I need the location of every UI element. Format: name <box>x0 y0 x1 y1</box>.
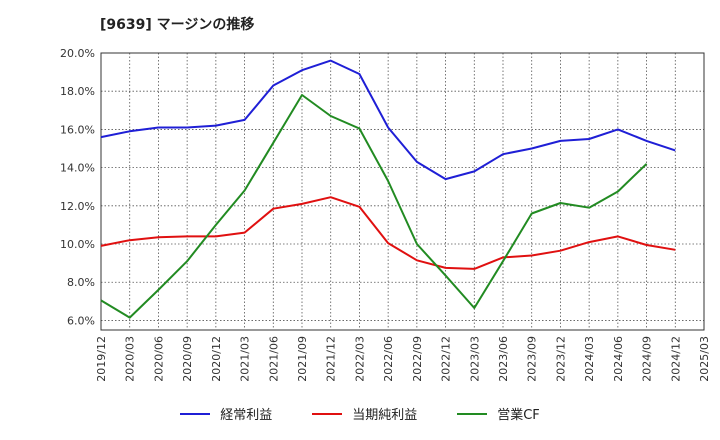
x-tick-label: 2024/09 <box>641 336 654 382</box>
x-tick-label: 2020/09 <box>181 336 194 382</box>
x-tick-label: 2024/06 <box>612 336 625 382</box>
x-tick-label: 2021/12 <box>325 336 338 382</box>
legend-swatch <box>457 412 488 415</box>
plot-frame <box>100 52 705 331</box>
y-tick-label: 20.0% <box>60 47 95 60</box>
y-tick-label: 12.0% <box>60 200 95 213</box>
y-tick-label: 6.0% <box>67 314 95 327</box>
y-tick-label: 8.0% <box>67 276 95 289</box>
legend-item: 経常利益 <box>180 404 272 423</box>
x-tick-label: 2020/03 <box>124 336 137 382</box>
y-tick-label: 14.0% <box>60 162 95 175</box>
legend-item: 営業CF <box>457 404 540 423</box>
x-tick-label: 2022/03 <box>353 336 366 382</box>
x-tick-label: 2021/06 <box>267 336 280 382</box>
x-tick-label: 2022/06 <box>382 336 395 382</box>
x-tick-label: 2025/03 <box>698 336 711 382</box>
x-tick-label: 2020/12 <box>210 336 223 382</box>
legend-swatch <box>312 412 343 415</box>
x-tick-label: 2020/06 <box>152 336 165 382</box>
series-line <box>100 196 676 270</box>
x-tick-label: 2023/12 <box>554 336 567 382</box>
legend-label: 当期純利益 <box>352 408 418 423</box>
series-line <box>100 94 648 319</box>
y-tick-label: 10.0% <box>60 238 95 251</box>
x-tick-label: 2022/12 <box>440 336 453 382</box>
x-tick-label: 2023/03 <box>468 336 481 382</box>
x-tick-label: 2021/09 <box>296 336 309 382</box>
legend: 経常利益 当期純利益 営業CF <box>0 404 720 423</box>
y-tick-label: 18.0% <box>60 85 95 98</box>
chart-title: [9639] マージンの推移 <box>100 17 255 33</box>
plot-background <box>101 53 704 330</box>
x-tick-label: 2021/03 <box>239 336 252 382</box>
x-tick-label: 2019/12 <box>95 336 108 382</box>
legend-label: 営業CF <box>497 408 540 423</box>
legend-swatch <box>180 412 211 415</box>
series-line <box>100 59 676 181</box>
x-tick-label: 2022/09 <box>411 336 424 382</box>
x-tick-label: 2024/12 <box>669 336 682 382</box>
x-tick-label: 2023/06 <box>497 336 510 382</box>
legend-label: 経常利益 <box>220 408 273 423</box>
x-tick-label: 2024/03 <box>583 336 596 382</box>
x-tick-label: 2023/09 <box>526 336 539 382</box>
y-tick-label: 16.0% <box>60 123 95 136</box>
legend-item: 当期純利益 <box>312 404 417 423</box>
